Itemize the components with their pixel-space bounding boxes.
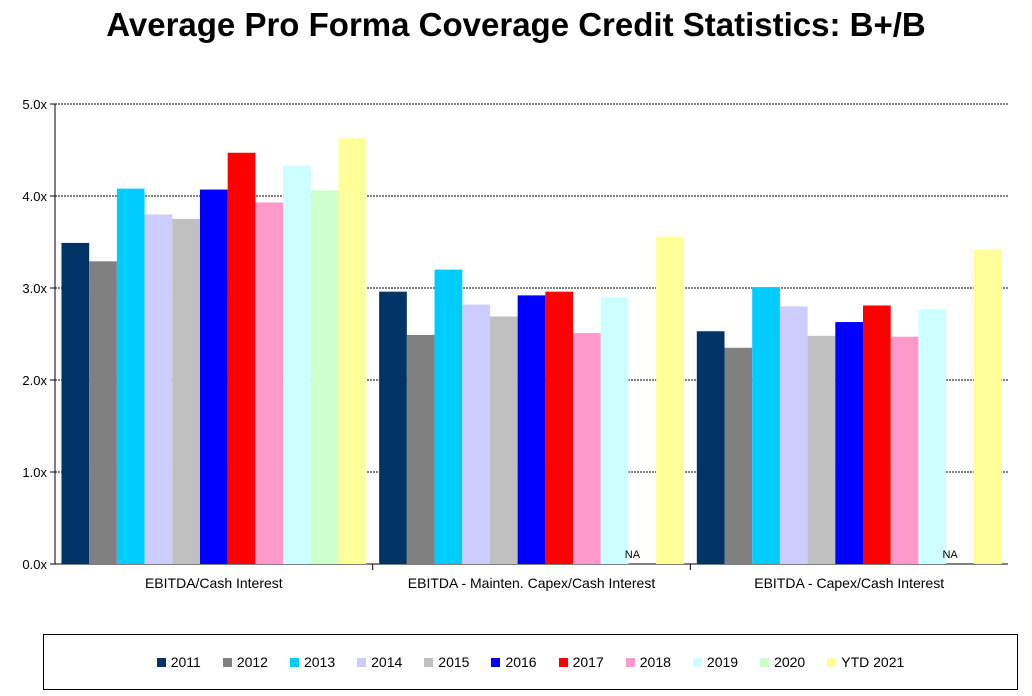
bar <box>172 219 200 564</box>
legend-label: 2014 <box>371 654 403 670</box>
bar <box>144 214 173 564</box>
bar <box>863 305 891 564</box>
bar <box>434 269 463 564</box>
y-tick-label: 3.0x <box>22 281 47 296</box>
legend-item: 2014 <box>357 654 402 670</box>
bar <box>600 297 629 564</box>
legend-label: 2012 <box>236 654 268 670</box>
na-label: NA <box>625 549 641 561</box>
legend-swatch <box>692 657 702 667</box>
bar <box>283 165 311 564</box>
bar <box>462 304 490 564</box>
legend-label: 2016 <box>505 654 537 670</box>
bar <box>573 333 601 564</box>
legend-swatch <box>625 657 635 667</box>
x-tick-label: EBITDA - Capex/Cash Interest <box>754 575 944 591</box>
legend-item: YTD 2021 <box>827 654 904 670</box>
bar <box>890 336 919 564</box>
legend: 2011 2012 2013 2014 2015 2016 2017 2018 2019 2020… <box>43 634 1018 690</box>
legend-swatch <box>760 657 770 667</box>
legend-label: YTD 2021 <box>841 654 905 670</box>
bar <box>255 202 284 564</box>
bar <box>752 287 780 564</box>
x-tick-label: EBITDA/Cash Interest <box>145 575 283 591</box>
na-label: NA <box>942 549 958 561</box>
bar <box>406 334 435 564</box>
legend-swatch <box>289 657 299 667</box>
bar <box>517 295 546 564</box>
legend-item: 2015 <box>424 654 469 670</box>
bar <box>338 138 367 565</box>
legend-swatch <box>357 657 367 667</box>
bar <box>656 236 684 565</box>
legend-item: 2018 <box>625 654 671 670</box>
y-tick-label: 0.0x <box>22 557 47 572</box>
legend-label: 2015 <box>438 654 470 670</box>
legend-label: 2020 <box>774 654 806 670</box>
bar <box>918 309 947 564</box>
legend-item: 2013 <box>289 654 336 670</box>
bar <box>199 189 228 564</box>
bar <box>779 306 808 564</box>
legend-item: 2011 <box>156 654 201 670</box>
legend-item: 2017 <box>558 654 604 670</box>
legend-item: 2019 <box>692 654 739 670</box>
y-tick-label: 2.0x <box>22 373 47 388</box>
bar-chart: 0.0x 1.0x 2.0x 3.0x 4.0x 5.0x EBITDA/Cash Inte… <box>22 97 1008 591</box>
legend-swatch <box>156 657 166 667</box>
bar <box>61 242 90 565</box>
legend-swatch <box>491 657 501 667</box>
x-tick-label: EBITDA - Mainten. Capex/Cash Interest <box>408 575 656 591</box>
legend-swatch <box>424 657 434 667</box>
bar <box>724 347 753 564</box>
legend-item: 2012 <box>222 654 268 670</box>
y-tick-label: 1.0x <box>22 465 47 480</box>
legend-label: 2011 <box>170 654 201 670</box>
y-tick-label: 4.0x <box>22 189 47 204</box>
bar <box>489 316 518 564</box>
legend-label: 2019 <box>706 654 739 670</box>
legend-label: 2018 <box>639 654 671 670</box>
legend-swatch <box>558 657 568 667</box>
bar <box>835 322 864 564</box>
bar <box>227 152 256 564</box>
bar <box>807 335 836 564</box>
legend-item: 2016 <box>491 654 537 670</box>
bar <box>116 188 145 564</box>
bar <box>310 190 339 565</box>
chart-title: Average Pro Forma Coverage Credit Statis… <box>106 6 926 43</box>
bar <box>89 261 117 564</box>
legend-item: 2020 <box>760 654 805 670</box>
legend-label: 2013 <box>303 654 336 670</box>
y-tick-label: 5.0x <box>22 97 47 112</box>
bar <box>973 249 1002 565</box>
legend-swatch <box>222 657 232 667</box>
legend-label: 2017 <box>572 654 604 670</box>
bar <box>545 291 574 564</box>
bar <box>696 331 725 564</box>
bar <box>379 291 407 564</box>
legend-swatch <box>827 657 837 667</box>
